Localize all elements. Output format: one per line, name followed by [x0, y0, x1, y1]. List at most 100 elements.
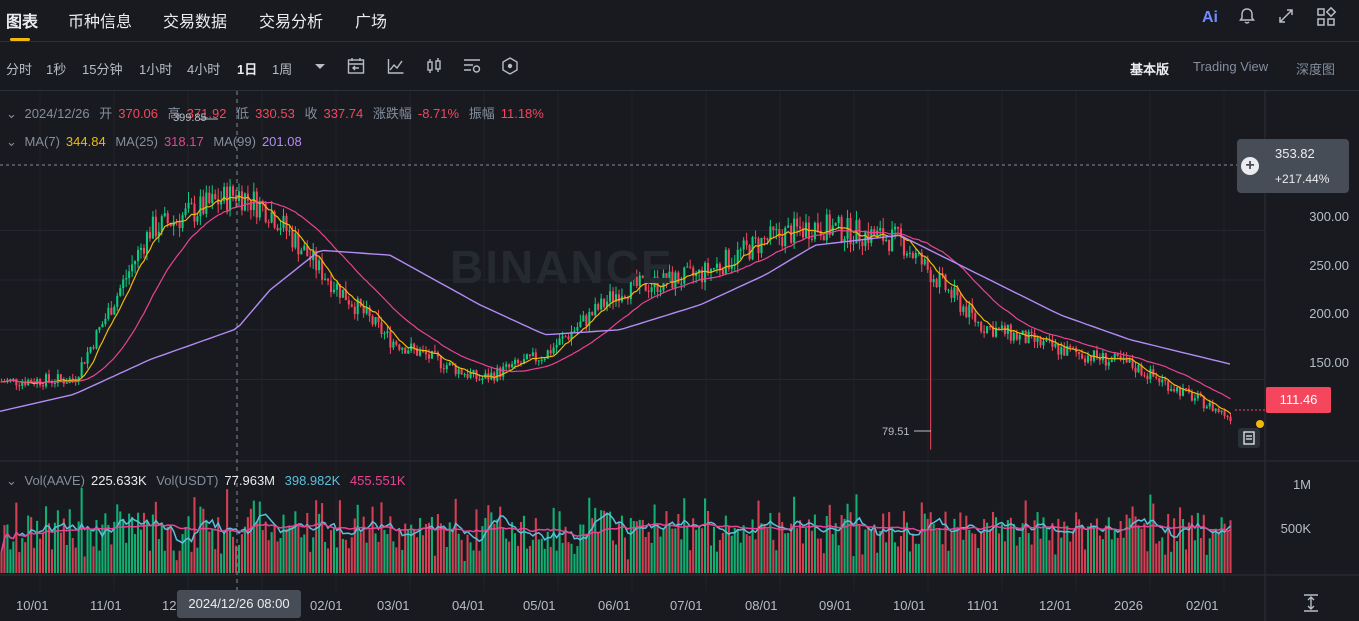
- volume-bar: [1078, 519, 1081, 573]
- bell-icon[interactable]: [1235, 6, 1259, 30]
- volume-bar: [1134, 516, 1137, 573]
- interval-1h[interactable]: 1小时: [139, 62, 173, 77]
- volume-bar: [1048, 540, 1051, 573]
- interval-1s[interactable]: 1秒: [46, 62, 67, 77]
- volume-bar: [398, 530, 401, 573]
- candle-body: [356, 298, 359, 315]
- candle-body: [730, 265, 733, 269]
- compare-price-box[interactable]: + 353.82 +217.44%: [1237, 139, 1349, 193]
- candle-body: [1119, 356, 1122, 360]
- ai-icon[interactable]: Ai: [1202, 9, 1218, 26]
- tab-trading-analysis[interactable]: 交易分析: [259, 14, 324, 31]
- volume-bar: [1190, 515, 1193, 573]
- volume-bar: [1131, 506, 1134, 573]
- volume-bar: [834, 523, 837, 573]
- candle-body: [1143, 375, 1146, 377]
- volume-bar: [184, 527, 187, 573]
- candle-body: [353, 306, 356, 315]
- candle-body: [1095, 350, 1098, 358]
- view-basic[interactable]: 基本版: [1130, 62, 1170, 77]
- candle-body: [997, 327, 1000, 329]
- candle-body: [641, 275, 644, 279]
- interval-15m[interactable]: 15分钟: [82, 62, 123, 77]
- candle-body: [1021, 330, 1024, 335]
- volume-bar: [1003, 541, 1006, 573]
- candle-body: [71, 378, 74, 381]
- interval-4h[interactable]: 4小时: [187, 62, 221, 77]
- candle-body: [965, 306, 968, 318]
- candle-body: [12, 378, 15, 380]
- view-tradingview[interactable]: Trading View: [1193, 59, 1269, 74]
- interval-toolbar: 分时 1秒 15分钟 1小时 4小时 1日 1周 基本版 Trading Vie…: [0, 43, 1359, 91]
- time-tick: 12: [162, 598, 177, 613]
- volume-bar: [543, 548, 546, 573]
- volume-bar: [1024, 500, 1027, 573]
- candle-style-icon[interactable]: [424, 56, 446, 78]
- interval-timeshare[interactable]: 分时: [6, 62, 33, 77]
- volume-bar: [799, 520, 802, 573]
- candle-body: [1113, 353, 1116, 360]
- indicator-icon[interactable]: [386, 56, 408, 78]
- collapse-icon[interactable]: ⌄: [6, 134, 17, 149]
- volume-bar: [994, 517, 998, 573]
- candle-body: [1000, 325, 1003, 329]
- candle-body: [59, 374, 62, 380]
- volume-bar: [570, 543, 573, 573]
- time-tick: 12/01: [1039, 598, 1072, 613]
- candle-body: [223, 186, 226, 202]
- interval-1d[interactable]: 1日: [237, 62, 258, 77]
- candle-body: [178, 221, 181, 228]
- candle-body: [950, 289, 953, 298]
- time-tick: 10/01: [893, 598, 926, 613]
- volume-bar: [240, 534, 243, 573]
- candle-body: [516, 359, 520, 364]
- candle-body: [445, 365, 448, 370]
- candle-body: [1176, 387, 1179, 392]
- volume-bar: [282, 514, 285, 573]
- volume-bar: [873, 524, 876, 573]
- volume-bar: [442, 527, 445, 573]
- apps-icon[interactable]: [1314, 6, 1338, 30]
- order-book-icon[interactable]: [1238, 428, 1260, 448]
- candle-body: [801, 228, 805, 238]
- volume-bar: [62, 518, 65, 573]
- expand-icon[interactable]: [1274, 6, 1298, 30]
- volume-bar: [353, 518, 356, 573]
- volume-bar: [692, 518, 695, 573]
- candle-body: [451, 362, 454, 365]
- collapse-icon[interactable]: ⌄: [6, 473, 17, 488]
- settings-list-icon[interactable]: [462, 56, 484, 78]
- tab-trading-data[interactable]: 交易数据: [163, 14, 228, 31]
- candle-body: [1086, 355, 1090, 363]
- interval-1w[interactable]: 1周: [272, 62, 293, 77]
- tab-chart[interactable]: 图表: [6, 14, 39, 31]
- candle-body: [398, 344, 401, 350]
- volume-bar: [846, 503, 849, 573]
- view-depth[interactable]: 深度图: [1296, 62, 1336, 77]
- interval-dropdown-icon[interactable]: [310, 56, 332, 78]
- drawing-tools-icon[interactable]: [500, 56, 522, 78]
- volume-bar: [876, 552, 879, 573]
- ma25-value: 318.17: [163, 134, 204, 149]
- volume-bar: [594, 507, 597, 573]
- volume-bar: [389, 516, 392, 573]
- candle-body: [671, 271, 674, 288]
- collapse-icon[interactable]: ⌄: [6, 106, 17, 121]
- volume-bar: [220, 553, 223, 573]
- add-icon[interactable]: +: [1241, 157, 1259, 175]
- reset-scale-icon[interactable]: [1300, 592, 1322, 614]
- volume-bar: [896, 546, 900, 573]
- volume-bar: [421, 535, 425, 573]
- tab-coin-info[interactable]: 币种信息: [68, 14, 133, 31]
- volume-bar: [1009, 517, 1012, 573]
- volume-bar: [383, 529, 386, 573]
- candle-body: [44, 374, 48, 387]
- calendar-icon[interactable]: [346, 56, 368, 78]
- volume-bar: [157, 539, 160, 573]
- candle-body: [591, 311, 594, 316]
- candle-body: [457, 369, 460, 375]
- tab-square[interactable]: 广场: [355, 14, 388, 31]
- candle-body: [867, 232, 870, 243]
- candle-body: [576, 327, 579, 331]
- candlestick-chart[interactable]: [0, 91, 1359, 621]
